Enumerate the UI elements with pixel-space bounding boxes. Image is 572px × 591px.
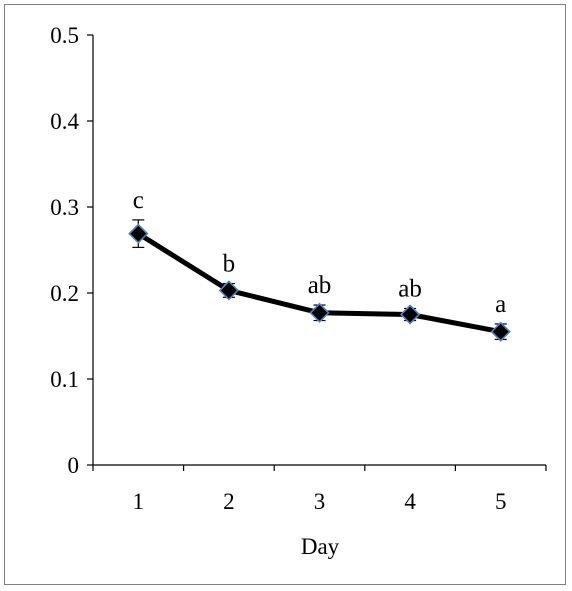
data-point-marker [128, 223, 149, 244]
data-label: ab [308, 272, 332, 299]
data-point-marker [399, 304, 421, 325]
y-tick-label: 0.3 [50, 195, 79, 220]
x-tick-label: 2 [223, 489, 235, 514]
data-label: b [223, 251, 236, 278]
y-tick-label: 0.2 [50, 281, 79, 306]
axes [92, 35, 546, 466]
data-point-marker [490, 321, 511, 342]
y-tick-label: 0.1 [50, 367, 79, 392]
x-tick-label: 5 [495, 489, 507, 514]
y-ticks: 0 0.1 0.2 0.3 0.4 0.5 [50, 23, 93, 478]
data-labels: c b ab ab a [133, 187, 507, 318]
x-axis-title: Day [301, 534, 340, 559]
markers [128, 223, 511, 342]
data-label: a [495, 291, 506, 318]
data-point-marker [309, 302, 330, 323]
data-label: ab [398, 275, 422, 302]
y-tick-label: 0.5 [50, 23, 79, 48]
data-label: c [133, 187, 144, 214]
y-tick-label: 0 [68, 453, 80, 478]
data-point-marker [218, 280, 240, 301]
x-tick-label: 3 [314, 489, 326, 514]
x-tick-label: 1 [133, 489, 145, 514]
x-tick-label: 4 [404, 489, 416, 514]
x-ticks: 1 2 3 4 5 [92, 465, 547, 514]
y-tick-label: 0.4 [50, 109, 79, 134]
chart-frame [4, 4, 566, 585]
